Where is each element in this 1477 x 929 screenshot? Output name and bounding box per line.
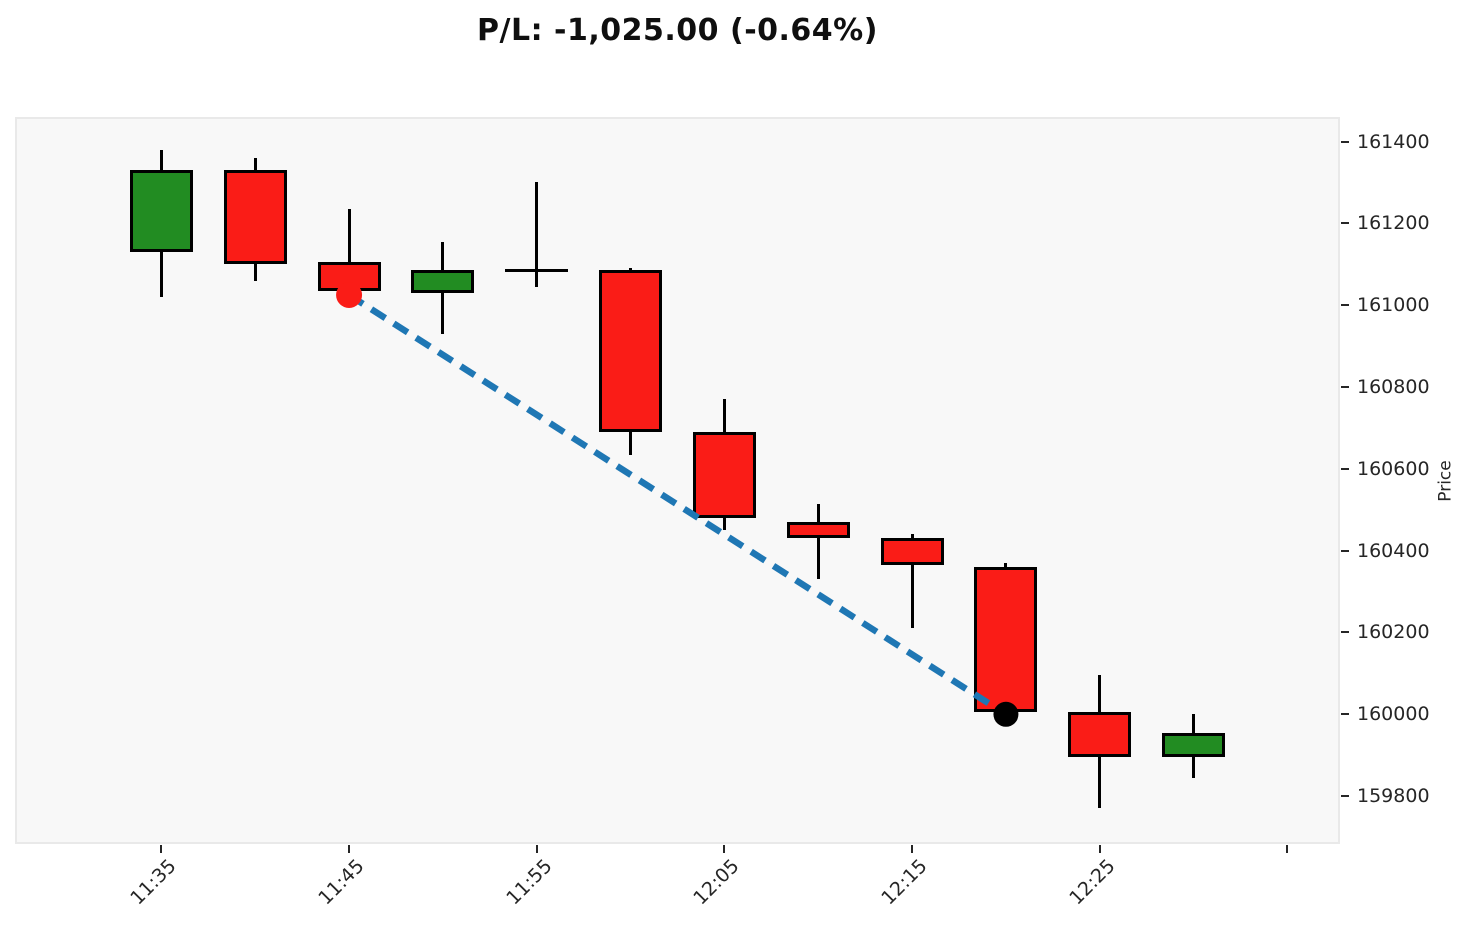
candle-body-11:35 xyxy=(129,170,193,252)
candle-body-12:00 xyxy=(599,270,663,432)
x-tick-mark xyxy=(160,845,163,853)
candle-wick-11:45 xyxy=(347,209,351,297)
candle-wick-12:10 xyxy=(816,503,820,580)
y-tick-label: 160800 xyxy=(1357,376,1430,399)
x-tick-mark xyxy=(1098,845,1101,853)
candle-wick-11:55 xyxy=(535,182,539,287)
y-tick-mark xyxy=(1341,795,1349,798)
candle-body-11:40 xyxy=(223,170,287,265)
candle-body-12:15 xyxy=(880,538,944,565)
x-tick-mark xyxy=(1286,845,1289,853)
y-tick-mark xyxy=(1341,713,1349,716)
plot-area xyxy=(15,117,1340,844)
x-tick-mark xyxy=(911,845,914,853)
y-tick-mark xyxy=(1341,304,1349,307)
candle-body-12:05 xyxy=(692,432,756,518)
y-tick-label: 161400 xyxy=(1357,130,1430,153)
y-tick-mark xyxy=(1341,549,1349,552)
chart-title: P/L: -1,025.00 (-0.64%) xyxy=(477,13,878,48)
candle-body-12:10 xyxy=(786,522,850,539)
y-tick-mark xyxy=(1341,140,1349,143)
x-tick-mark xyxy=(723,845,726,853)
y-tick-mark xyxy=(1341,631,1349,634)
x-tick-label: 11:35 xyxy=(126,855,181,910)
y-tick-label: 160200 xyxy=(1357,621,1430,644)
candle-body-12:30 xyxy=(1162,732,1226,758)
y-tick-label: 160400 xyxy=(1357,539,1430,562)
x-tick-mark xyxy=(348,845,351,853)
y-tick-mark xyxy=(1341,386,1349,389)
x-tick-label: 12:05 xyxy=(689,855,744,910)
candle-body-12:25 xyxy=(1068,712,1132,758)
y-tick-mark xyxy=(1341,222,1349,225)
y-tick-label: 160600 xyxy=(1357,457,1430,480)
x-tick-label: 11:55 xyxy=(502,855,557,910)
y-tick-mark xyxy=(1341,467,1349,470)
y-tick-label: 161000 xyxy=(1357,294,1430,317)
candle-body-11:50 xyxy=(411,270,475,293)
candle-body-12:20 xyxy=(974,567,1038,713)
y-tick-label: 159800 xyxy=(1357,785,1430,808)
y-axis-title: Price xyxy=(1435,459,1456,502)
y-tick-label: 160000 xyxy=(1357,703,1430,726)
candle-body-11:45 xyxy=(317,262,381,291)
x-tick-label: 12:15 xyxy=(877,855,932,910)
x-tick-label: 12:25 xyxy=(1065,855,1120,910)
x-tick-label: 11:45 xyxy=(314,855,369,910)
candle-doji-open-close-11:55 xyxy=(505,268,569,272)
y-tick-label: 161200 xyxy=(1357,212,1430,235)
x-tick-mark xyxy=(535,845,538,853)
